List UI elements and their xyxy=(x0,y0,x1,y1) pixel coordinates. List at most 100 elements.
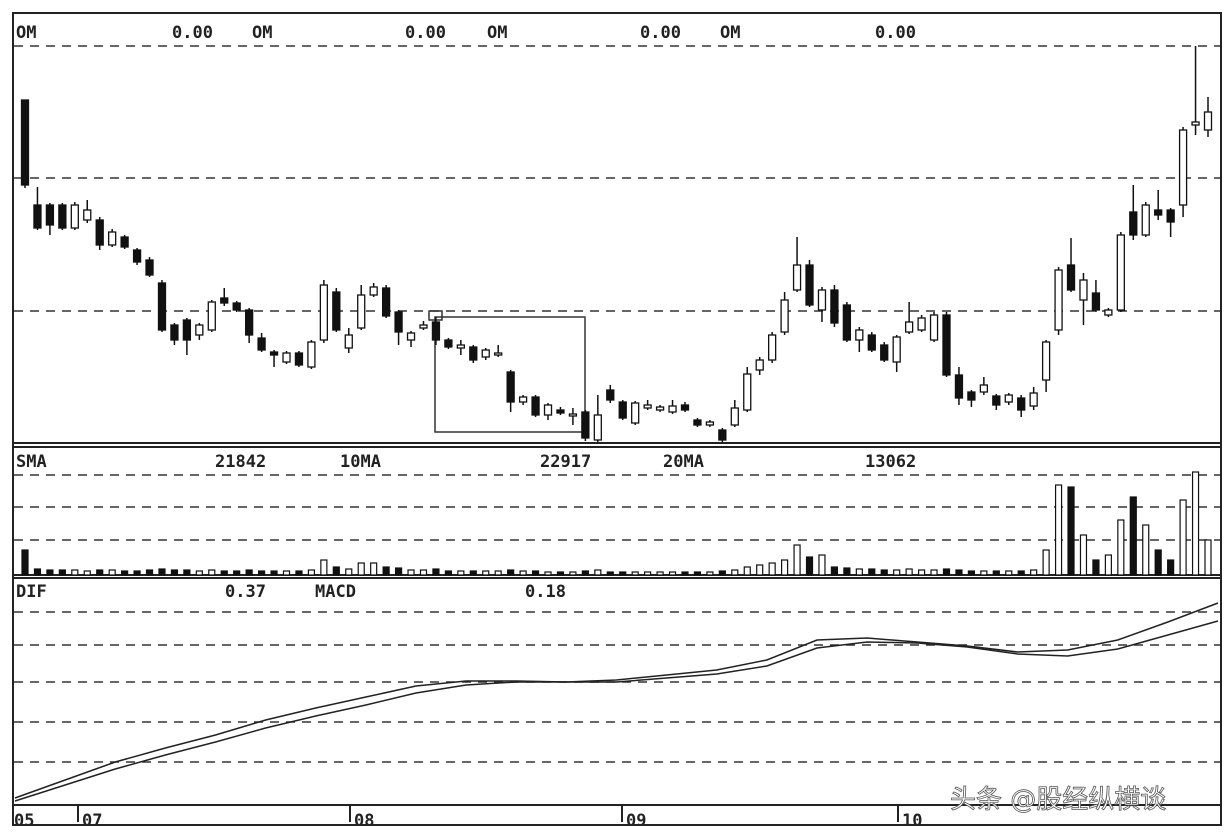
candle-body xyxy=(108,231,117,246)
date-label: 09 xyxy=(626,811,646,831)
volume-bar xyxy=(1042,549,1050,576)
volume-bar xyxy=(170,569,179,576)
candle-body xyxy=(431,321,441,341)
candle-body xyxy=(494,352,503,356)
candle-body xyxy=(1017,397,1026,411)
candle-body xyxy=(45,204,55,226)
volume-bar xyxy=(1067,486,1075,576)
header-text: OM xyxy=(487,23,507,43)
volume-bar xyxy=(1204,539,1212,576)
candle-body xyxy=(581,411,590,439)
volume-bar xyxy=(220,570,228,576)
volume-bar xyxy=(668,571,677,576)
volume-bar xyxy=(1005,570,1013,576)
volume-bar xyxy=(307,569,316,576)
header-text: 20MA xyxy=(663,452,704,472)
candle-body xyxy=(170,324,179,341)
date-label: 07 xyxy=(82,811,102,831)
volume-bar xyxy=(183,569,191,576)
candle-body xyxy=(319,284,329,341)
volume-bar xyxy=(444,570,452,576)
volume-bar xyxy=(606,571,614,576)
volume-bar xyxy=(133,570,141,576)
header-text: 0.00 xyxy=(405,23,446,43)
candle-body xyxy=(518,396,528,403)
volume-bar xyxy=(394,567,403,576)
candle-body xyxy=(830,289,839,324)
volume-bar xyxy=(843,567,851,576)
candle-body xyxy=(444,339,453,348)
volume-bar xyxy=(644,571,652,576)
volume-bar xyxy=(818,554,826,576)
candle-body xyxy=(755,359,764,371)
volume-bar xyxy=(544,571,552,576)
candle-body xyxy=(1041,341,1051,381)
candle-body xyxy=(531,396,540,416)
volume-bar xyxy=(357,562,365,576)
candle-body xyxy=(195,324,204,336)
volume-bar xyxy=(731,569,739,576)
candle-body xyxy=(344,334,353,349)
volume-bar xyxy=(693,571,702,576)
volume-bar xyxy=(83,570,91,576)
candle-body xyxy=(469,346,478,361)
volume-bar xyxy=(258,570,266,576)
volume-bar xyxy=(880,569,888,576)
header-text: 21842 xyxy=(215,452,266,472)
candle-body xyxy=(157,282,167,331)
candle-body xyxy=(556,409,565,414)
candle-body xyxy=(481,349,490,358)
candle-body xyxy=(332,291,341,331)
candle-body xyxy=(1116,234,1125,311)
volume-bar xyxy=(1030,569,1038,576)
volume-bar xyxy=(718,570,726,576)
candle-body xyxy=(1004,394,1013,403)
candle-body xyxy=(406,332,416,341)
candle-body xyxy=(979,384,989,393)
volume-bar xyxy=(320,559,328,576)
volume-bar xyxy=(33,568,42,576)
header-text: 0.37 xyxy=(225,582,266,602)
volume-bar xyxy=(46,569,54,576)
candle-body xyxy=(95,219,104,246)
candle-body xyxy=(182,319,192,341)
candle-body xyxy=(132,249,142,263)
candle-body xyxy=(842,304,852,341)
volume-bar xyxy=(158,568,166,576)
volume-bar xyxy=(21,549,29,576)
volume-bar xyxy=(631,571,639,576)
volume-bar xyxy=(1142,524,1150,576)
candle-body xyxy=(792,264,802,291)
volume-bar xyxy=(1129,496,1137,576)
candle-body xyxy=(867,334,876,351)
volume-bar xyxy=(1104,554,1112,576)
candle-body xyxy=(655,406,665,411)
header-text: MACD xyxy=(315,582,356,602)
volume-bar xyxy=(569,571,577,576)
candle-body xyxy=(1104,309,1113,316)
watermark: 头条 @股经纵横谈 xyxy=(950,785,1166,815)
candle-body xyxy=(70,204,79,229)
volume-bar xyxy=(855,568,863,576)
volume-bar xyxy=(581,570,589,576)
volume-bar xyxy=(507,569,515,576)
candle-body xyxy=(456,344,465,349)
volume-bar xyxy=(407,569,415,576)
candle-body xyxy=(294,352,304,366)
volume-bar xyxy=(208,569,216,576)
volume-bar xyxy=(382,566,390,576)
candle-body xyxy=(817,289,827,311)
candle-body xyxy=(394,311,403,333)
header-text: 0.00 xyxy=(640,23,681,43)
volume-bar xyxy=(482,570,490,576)
volume-bar xyxy=(955,569,963,576)
volume-bar xyxy=(930,569,938,576)
volume-bar xyxy=(432,568,440,576)
volume-bar xyxy=(96,569,104,576)
volume-bar xyxy=(58,569,66,576)
candle-body xyxy=(768,334,777,361)
candle-body xyxy=(543,404,553,416)
header-text: OM xyxy=(252,23,272,43)
volume-bar xyxy=(71,569,79,576)
